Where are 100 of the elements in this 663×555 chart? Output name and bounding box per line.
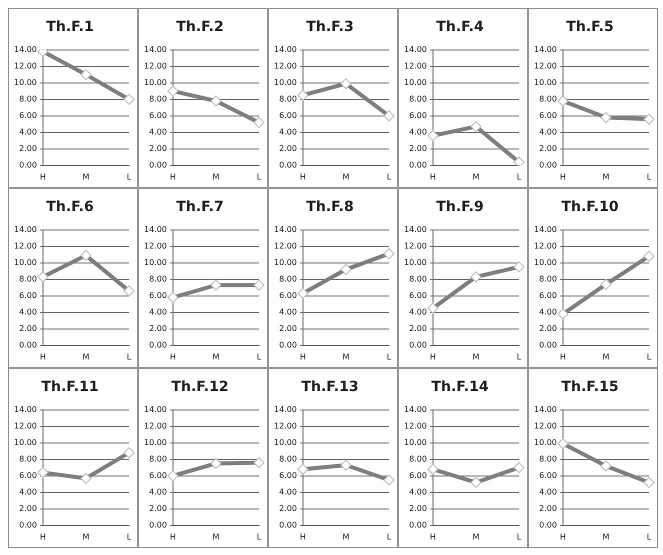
y-tick-label: 0.00 — [409, 340, 427, 350]
x-tick-label: M — [472, 352, 480, 362]
y-tick-label: 14.00 — [274, 404, 297, 414]
y-tick-label: 0.00 — [279, 340, 297, 350]
y-tick-label: 8.00 — [409, 454, 427, 464]
y-tick-label: 8.00 — [539, 274, 557, 284]
y-tick-label: 14.00 — [144, 224, 167, 234]
y-tick-label: 6.00 — [409, 470, 427, 480]
x-tick-label: M — [602, 172, 610, 182]
x-tick-label: L — [646, 532, 652, 542]
y-tick-label: 2.00 — [19, 144, 37, 153]
y-tick-label: 10.00 — [144, 78, 167, 87]
x-tick-label: M — [342, 352, 350, 362]
x-tick-label: L — [256, 172, 262, 182]
y-tick-label: 0.00 — [19, 520, 37, 530]
x-tick-label: H — [560, 532, 566, 542]
x-tick-label: M — [342, 532, 350, 542]
y-tick-label: 10.00 — [404, 438, 427, 447]
y-tick-label: 2.00 — [149, 144, 167, 153]
chart-title: Th.F.1 — [46, 19, 94, 36]
y-tick-label: 12.00 — [274, 421, 297, 430]
chart-title: Th.F.3 — [306, 19, 354, 36]
y-tick-label: 14.00 — [14, 44, 37, 54]
x-tick-label: M — [342, 172, 350, 182]
y-tick-label: 12.00 — [274, 241, 297, 250]
x-tick-label: H — [300, 532, 306, 542]
y-tick-label: 8.00 — [279, 274, 297, 284]
chart-title: Th.F.11 — [41, 379, 99, 396]
y-tick-label: 12.00 — [14, 61, 37, 70]
y-tick-label: 10.00 — [274, 258, 297, 267]
y-tick-label: 2.00 — [279, 324, 297, 333]
x-tick-label: H — [430, 532, 436, 542]
x-tick-label: L — [256, 352, 262, 362]
y-tick-label: 10.00 — [404, 258, 427, 267]
y-tick-label: 0.00 — [539, 340, 557, 350]
y-tick-label: 2.00 — [149, 324, 167, 333]
x-tick-label: L — [516, 532, 522, 542]
y-tick-label: 2.00 — [409, 144, 427, 153]
x-tick-label: L — [386, 172, 392, 182]
x-tick-label: H — [430, 352, 436, 362]
y-tick-label: 0.00 — [409, 520, 427, 530]
y-tick-label: 12.00 — [534, 61, 557, 70]
y-tick-label: 8.00 — [149, 274, 167, 284]
y-tick-label: 2.00 — [409, 504, 427, 513]
x-tick-label: H — [430, 172, 436, 182]
y-tick-label: 10.00 — [14, 78, 37, 87]
y-tick-label: 2.00 — [19, 504, 37, 513]
y-tick-label: 0.00 — [149, 520, 167, 530]
x-tick-label: L — [386, 352, 392, 362]
y-tick-label: 8.00 — [19, 454, 37, 464]
y-tick-label: 14.00 — [274, 224, 297, 234]
chart-title: Th.F.7 — [176, 199, 224, 216]
x-tick-label: L — [516, 172, 522, 182]
chart-title: Th.F.4 — [436, 19, 484, 36]
y-tick-label: 6.00 — [539, 290, 557, 300]
y-tick-label: 14.00 — [14, 224, 37, 234]
x-tick-label: H — [560, 352, 566, 362]
y-tick-label: 0.00 — [279, 520, 297, 530]
x-tick-label: M — [82, 352, 90, 362]
y-tick-label: 2.00 — [279, 504, 297, 513]
y-tick-label: 8.00 — [539, 94, 557, 104]
x-tick-label: M — [82, 532, 90, 542]
x-tick-label: H — [170, 352, 176, 362]
y-tick-label: 14.00 — [144, 44, 167, 54]
y-tick-label: 4.00 — [19, 487, 37, 496]
y-tick-label: 14.00 — [534, 224, 557, 234]
y-tick-label: 2.00 — [539, 324, 557, 333]
y-tick-label: 4.00 — [539, 127, 557, 136]
chart-title: Th.F.14 — [431, 379, 489, 396]
y-tick-label: 8.00 — [539, 454, 557, 464]
y-tick-label: 14.00 — [404, 404, 427, 414]
y-tick-label: 10.00 — [534, 438, 557, 447]
y-tick-label: 6.00 — [539, 110, 557, 120]
chart-title: Th.F.12 — [171, 379, 229, 396]
y-tick-label: 0.00 — [19, 340, 37, 350]
x-tick-label: L — [646, 172, 652, 182]
chart-title: Th.F.9 — [436, 199, 484, 216]
y-tick-label: 0.00 — [539, 160, 557, 170]
y-tick-label: 4.00 — [19, 127, 37, 136]
x-tick-label: M — [472, 532, 480, 542]
y-tick-label: 0.00 — [409, 160, 427, 170]
chart-title: Th.F.2 — [176, 19, 224, 36]
y-tick-label: 12.00 — [404, 241, 427, 250]
y-tick-label: 14.00 — [14, 404, 37, 414]
x-tick-label: L — [386, 532, 392, 542]
x-tick-label: H — [40, 532, 46, 542]
y-tick-label: 4.00 — [409, 127, 427, 136]
y-tick-label: 14.00 — [534, 44, 557, 54]
y-tick-label: 0.00 — [149, 160, 167, 170]
y-tick-label: 4.00 — [409, 307, 427, 316]
y-tick-label: 4.00 — [279, 487, 297, 496]
x-tick-label: L — [126, 352, 132, 362]
y-tick-label: 6.00 — [279, 110, 297, 120]
x-tick-label: L — [126, 172, 132, 182]
y-tick-label: 2.00 — [149, 504, 167, 513]
y-tick-label: 10.00 — [534, 78, 557, 87]
y-tick-label: 4.00 — [149, 487, 167, 496]
y-tick-label: 12.00 — [144, 241, 167, 250]
x-tick-label: M — [212, 172, 220, 182]
x-tick-label: M — [602, 532, 610, 542]
